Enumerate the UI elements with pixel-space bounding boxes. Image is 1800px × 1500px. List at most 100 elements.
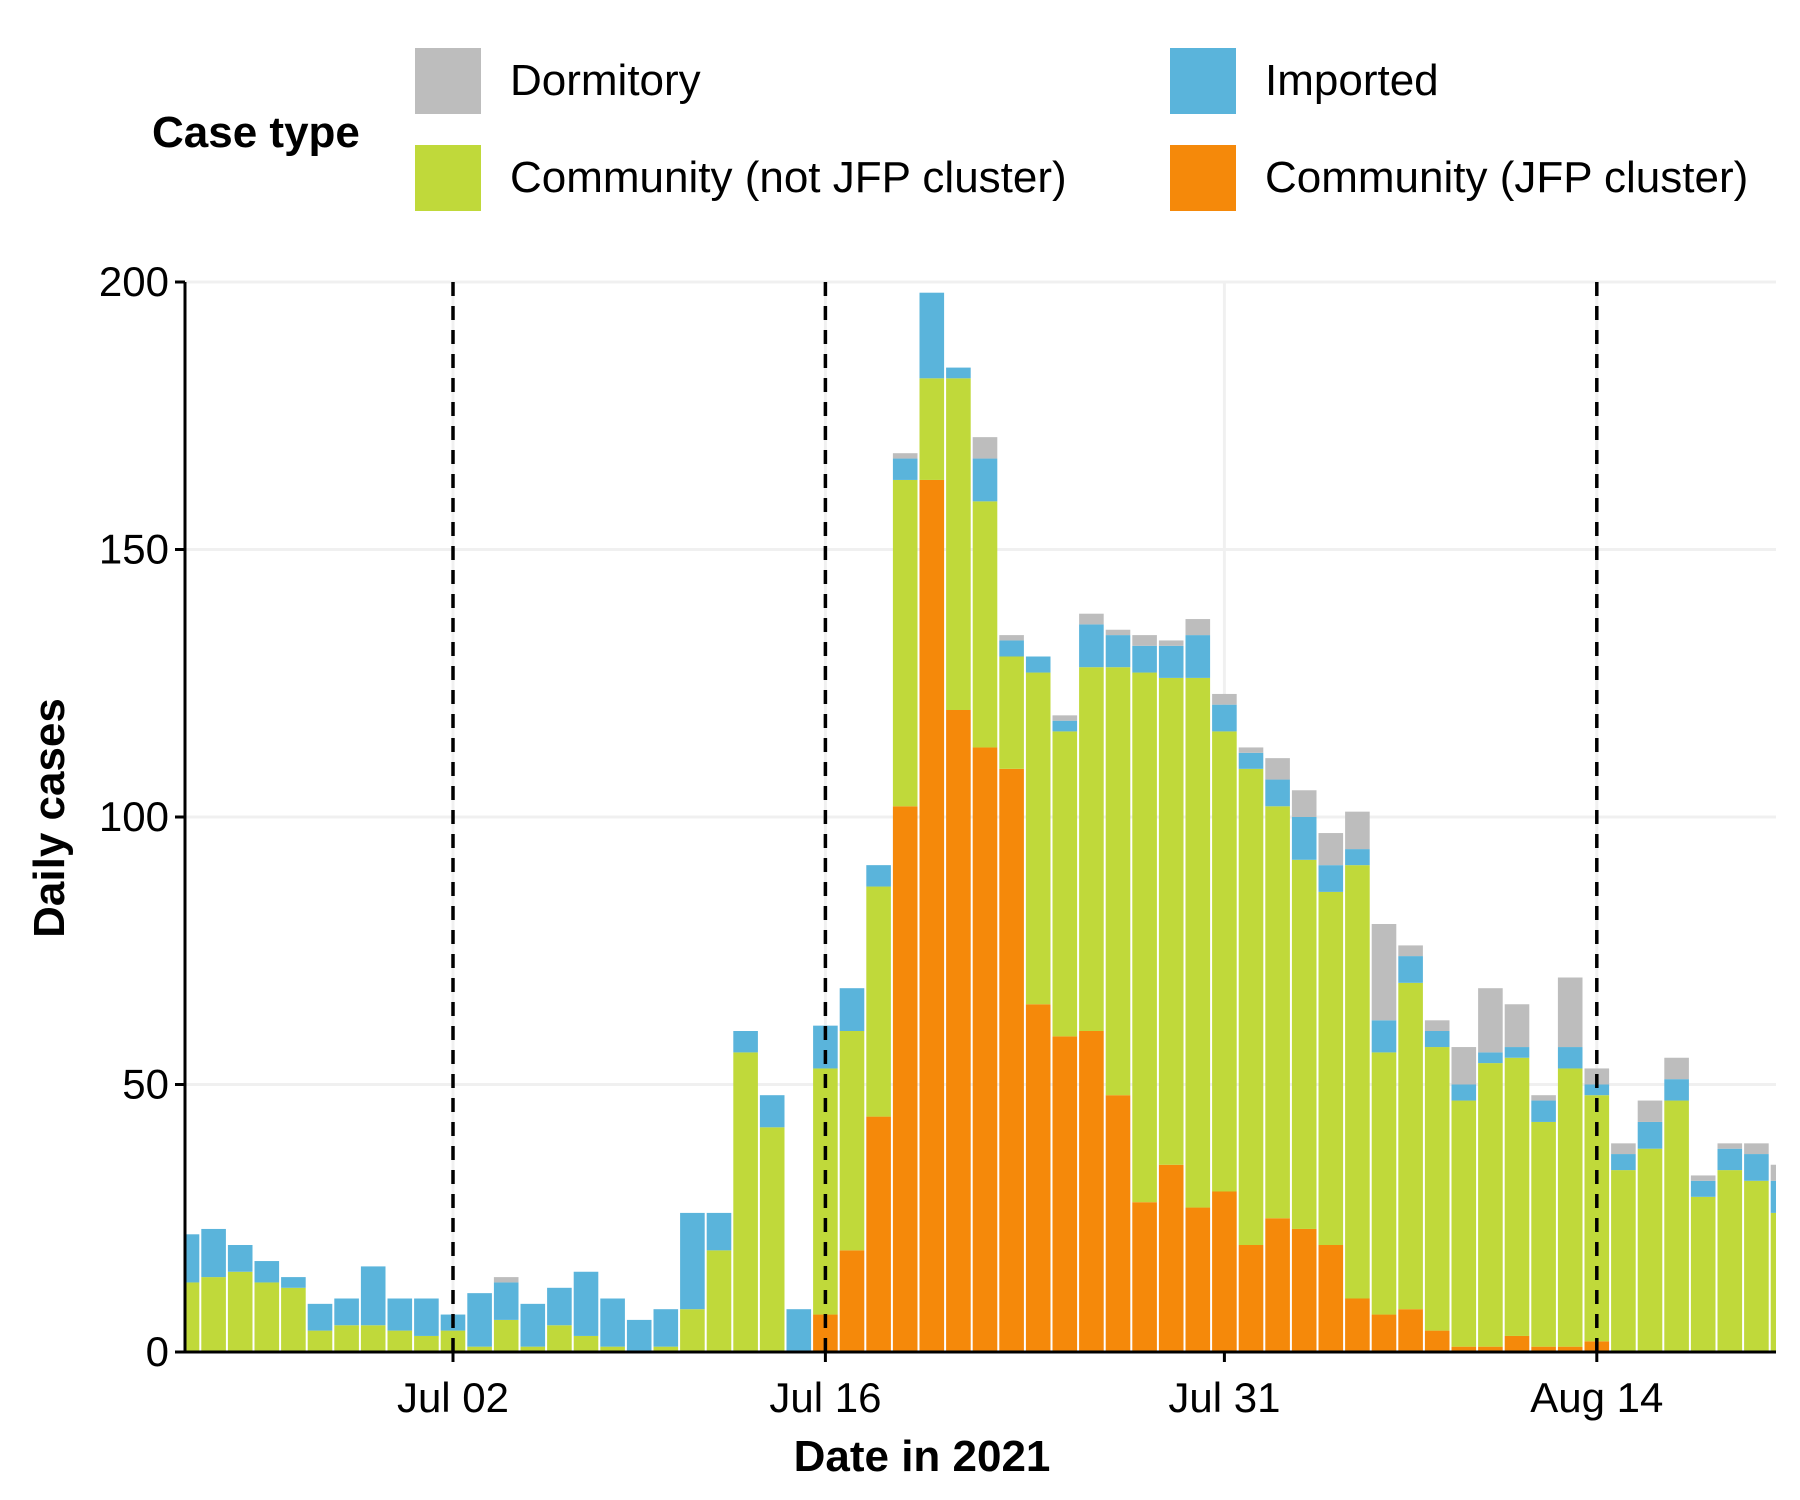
bar-imported [387, 1298, 413, 1331]
bar-community_jfp [1345, 1298, 1370, 1352]
bar-dormitory [1478, 988, 1503, 1053]
bar-community_not_jfp [185, 1282, 200, 1352]
bar-imported [653, 1309, 679, 1347]
bar-community_not_jfp [1185, 677, 1211, 1208]
bar-community_not_jfp [1451, 1100, 1477, 1347]
bar-community_not_jfp [1079, 667, 1104, 1031]
x-tick-label: Jul 02 [397, 1374, 509, 1421]
bar-imported [414, 1298, 439, 1336]
bar-community_not_jfp [1345, 865, 1370, 1299]
bar-community_jfp [1424, 1330, 1450, 1352]
bar-community_not_jfp [1291, 859, 1317, 1229]
bar-community_not_jfp [1424, 1047, 1450, 1331]
bar-community_not_jfp [1132, 672, 1157, 1203]
bar-community_not_jfp [1398, 982, 1423, 1310]
bar-community_jfp [1531, 1346, 1556, 1352]
bar-imported [1371, 1020, 1397, 1053]
bar-community_jfp [1478, 1346, 1503, 1352]
bar-imported [706, 1212, 732, 1251]
bar-imported [281, 1277, 306, 1288]
bar-community_jfp [972, 747, 998, 1352]
bar-community_not_jfp [1158, 677, 1184, 1165]
bar-dormitory [1690, 1175, 1716, 1181]
bar-community_jfp [1291, 1228, 1317, 1352]
bar-dormitory [1318, 833, 1344, 866]
bar-community_not_jfp [1664, 1100, 1689, 1352]
bar-community_not_jfp [1318, 891, 1344, 1245]
bar-imported [1025, 656, 1051, 673]
bar-imported [786, 1309, 812, 1352]
bar-imported [1451, 1084, 1477, 1101]
bar-community_not_jfp [1717, 1170, 1743, 1352]
bar-imported [1478, 1052, 1503, 1064]
bar-imported [307, 1303, 333, 1331]
bar-imported [839, 988, 865, 1031]
bar-dormitory [1744, 1143, 1769, 1155]
bar-dormitory [1717, 1143, 1743, 1149]
x-tick-label: Jul 31 [1168, 1374, 1280, 1421]
bar-community_jfp [1052, 1036, 1078, 1352]
bar-imported [1105, 635, 1131, 668]
bar-community_not_jfp [999, 656, 1024, 769]
axes: 0 50 100 150 200 Jul 02 Jul 16 Jul 31 Aug 14 [99, 258, 1776, 1421]
bar-imported [680, 1212, 705, 1310]
bar-community_not_jfp [520, 1346, 546, 1352]
bar-imported [201, 1228, 226, 1278]
bar-imported [1265, 779, 1290, 807]
bar-dormitory [1371, 924, 1397, 1021]
bar-dormitory [1531, 1095, 1556, 1101]
x-tick-label: Jul 16 [769, 1374, 881, 1421]
bar-community_jfp [1504, 1335, 1530, 1352]
bar-dormitory [972, 437, 998, 459]
bar-imported [1291, 817, 1317, 860]
y-tick-label: 0 [146, 1328, 169, 1375]
y-tick-label: 150 [99, 526, 169, 573]
legend-label-dormitory: Dormitory [510, 56, 701, 105]
y-tick-label: 100 [99, 793, 169, 840]
bar-community_not_jfp [1744, 1180, 1769, 1352]
bar-imported [1744, 1154, 1769, 1181]
bar-community_jfp [1265, 1218, 1290, 1352]
bar-community_jfp [866, 1116, 891, 1352]
bar-dormitory [1238, 747, 1264, 753]
bar-dormitory [1770, 1164, 1776, 1181]
legend: Case type Dormitory Imported Community (… [0, 0, 1800, 230]
bar-community_not_jfp [972, 501, 998, 748]
bar-imported [1770, 1180, 1776, 1213]
bar-dormitory [1212, 693, 1237, 705]
bar-community_not_jfp [839, 1031, 865, 1251]
bar-community_not_jfp [201, 1277, 226, 1352]
bar-community_not_jfp [254, 1282, 280, 1352]
bar-community_not_jfp [1611, 1170, 1636, 1352]
bar-community_not_jfp [600, 1346, 625, 1352]
bar-community_jfp [1132, 1202, 1157, 1352]
bar-community_not_jfp [1052, 731, 1078, 1037]
bar-imported [1052, 720, 1078, 732]
legend-swatch-dormitory [415, 48, 481, 114]
bar-dormitory [1079, 613, 1104, 625]
bar-imported [1717, 1148, 1743, 1171]
bar-dormitory [1291, 790, 1317, 817]
bar-community_jfp [1557, 1346, 1583, 1352]
bar-imported [972, 458, 998, 502]
legend-label-imported: Imported [1265, 56, 1439, 105]
bar-community_not_jfp [1690, 1196, 1716, 1352]
bar-imported [493, 1282, 519, 1320]
bar-community_not_jfp [919, 378, 945, 480]
bar-community_not_jfp [1025, 672, 1051, 1005]
bar-dormitory [1345, 811, 1370, 850]
bar-imported [866, 865, 891, 887]
bar-dormitory [1105, 629, 1131, 636]
bar-imported [626, 1319, 652, 1352]
bar-community_not_jfp [680, 1309, 705, 1352]
bar-imported [227, 1245, 253, 1272]
bar-community_not_jfp [467, 1346, 492, 1352]
bar-community_not_jfp [1504, 1057, 1530, 1336]
bar-imported [573, 1271, 599, 1336]
legend-label-community-jfp: Community (JFP cluster) [1265, 153, 1749, 202]
legend-swatch-community-jfp [1170, 145, 1236, 211]
bar-imported [892, 458, 918, 480]
bar-community_not_jfp [1238, 768, 1264, 1245]
bar-community_not_jfp [414, 1335, 439, 1352]
bar-imported [600, 1298, 625, 1347]
